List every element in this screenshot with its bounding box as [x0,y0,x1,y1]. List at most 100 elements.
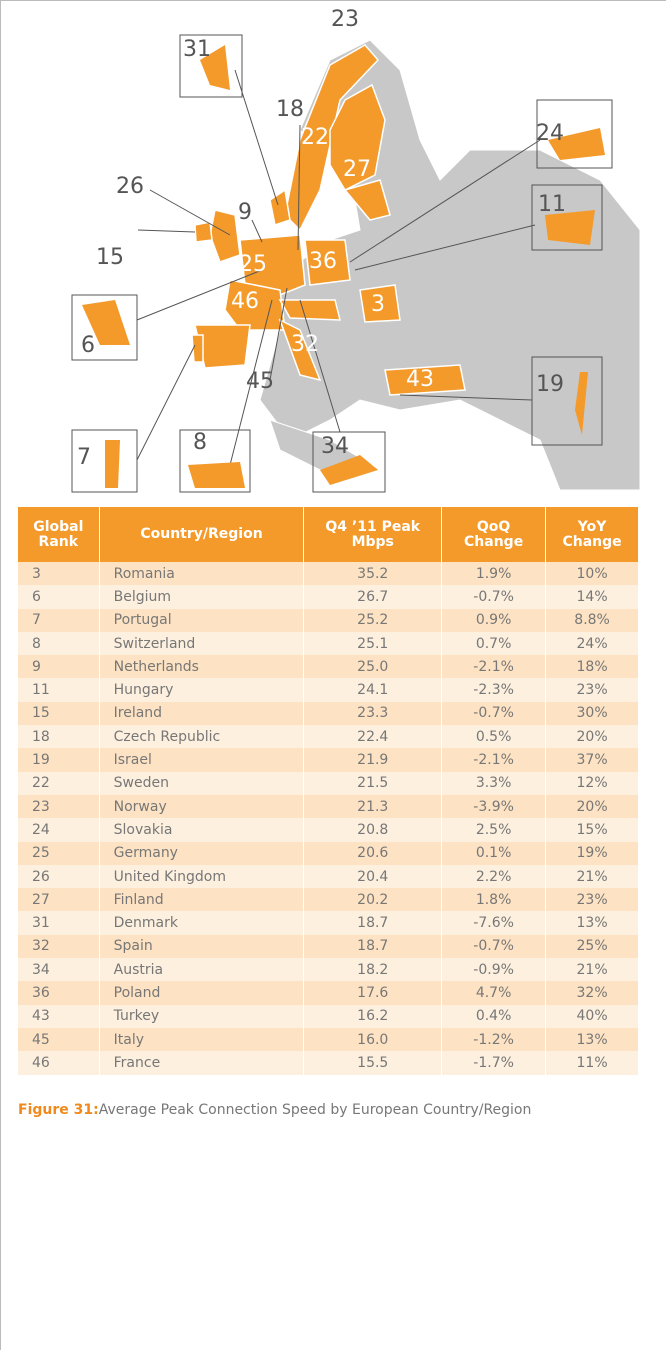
header-cell: YoY Change [545,507,638,562]
table-row: 46 France 15.5 -1.7% 11% [18,1051,638,1075]
table-cell: Italy [98,1027,304,1052]
table-row: 19 Israel 21.9 -2.1% 37% [18,748,638,772]
table-cell: Austria [98,958,304,982]
table-cell: 25.1 [303,631,442,656]
table-cell: 24.1 [303,678,442,702]
header-cell: Q4 ’11 Peak Mbps [303,507,442,562]
table-row: 34 Austria 18.2 -0.9% 21% [18,958,638,982]
table-cell: -0.7% [441,934,546,959]
table-cell: 20.6 [303,841,442,865]
table-row: 8 Switzerland 25.1 0.7% 24% [18,631,638,656]
table-cell: Finland [98,888,304,912]
table-cell: 27 [18,888,100,912]
table-cell: 0.7% [441,631,546,656]
table-cell: 31 [18,911,100,935]
table-cell: 15% [545,818,638,842]
map: 23 31 18 22 27 24 26 9 11 15 25 36 3 46 6 32 43 19 45 7 8 34 [71,7,641,493]
table-cell: 18.7 [303,911,442,935]
table-cell: 32 [18,934,100,959]
table-cell: -0.7% [441,585,546,609]
table-cell: 19% [545,841,638,865]
map-label: 22 [301,125,329,150]
table-cell: 18 [18,725,100,749]
table-cell: -2.1% [441,655,546,679]
map-label: 24 [536,121,564,146]
table-cell: 20.8 [303,818,442,842]
table-cell: United Kingdom [98,864,304,889]
table-cell: -0.7% [441,701,546,726]
table-cell: 13% [545,1027,638,1052]
table-cell: 11% [545,1051,638,1075]
table-cell: 24% [545,631,638,656]
table-cell: Belgium [98,585,304,609]
table-cell: -3.9% [441,794,546,819]
table-cell: Czech Republic [98,725,304,749]
table-cell: -2.3% [441,678,546,702]
table-cell: -2.1% [441,748,546,772]
map-label: 11 [538,192,566,217]
table-cell: 20% [545,725,638,749]
map-label: 36 [309,249,337,274]
map-label: 8 [193,430,207,455]
table-cell: 0.9% [441,608,546,632]
map-label: 15 [96,245,124,270]
map-label: 18 [276,97,304,122]
table-row: 36 Poland 17.6 4.7% 32% [18,981,638,1005]
table-row: 45 Italy 16.0 -1.2% 13% [18,1027,638,1052]
table-cell: 12% [545,771,638,795]
table-cell: 0.5% [441,725,546,749]
table-cell: 7 [18,608,100,632]
table-cell: 23 [18,794,100,819]
table-cell: 24 [18,818,100,842]
table-cell: 26 [18,864,100,889]
table-cell: Netherlands [98,655,304,679]
table-cell: 21.3 [303,794,442,819]
table-cell: Israel [98,748,304,772]
table-cell: 46 [18,1051,100,1075]
table-cell: 14% [545,585,638,609]
table-cell: 21.9 [303,748,442,772]
table-cell: 18.7 [303,934,442,959]
insets [71,34,613,493]
table-cell: 19 [18,748,100,772]
map-label: 31 [183,37,211,62]
table-cell: 4.7% [441,981,546,1005]
table-cell: Switzerland [98,631,304,656]
table-row: 32 Spain 18.7 -0.7% 25% [18,934,638,959]
table-cell: Slovakia [98,818,304,842]
map-label: 34 [321,434,349,459]
table-cell: 30% [545,701,638,726]
table-cell: Turkey [98,1004,304,1028]
table-row: 23 Norway 21.3 -3.9% 20% [18,794,638,819]
map-label: 3 [371,292,385,317]
map-label: 43 [406,367,434,392]
table-cell: Portugal [98,608,304,632]
table-cell: 20.2 [303,888,442,912]
table-cell: -1.2% [441,1027,546,1052]
map-label: 6 [81,333,95,358]
table-row: 9 Netherlands 25.0 -2.1% 18% [18,655,638,679]
table-row: 43 Turkey 16.2 0.4% 40% [18,1004,638,1028]
table-cell: 17.6 [303,981,442,1005]
table-cell: 43 [18,1004,100,1028]
table-row: 27 Finland 20.2 1.8% 23% [18,888,638,912]
table-cell: 36 [18,981,100,1005]
map-label: 19 [536,372,564,397]
table-cell: 35.2 [303,562,442,586]
table-cell: 21% [545,864,638,889]
table-row: 3 Romania 35.2 1.9% 10% [18,562,638,586]
table-cell: 2.5% [441,818,546,842]
table-cell: 3 [18,562,100,586]
table-cell: 16.0 [303,1027,442,1052]
table-cell: 25 [18,841,100,865]
table-row: 31 Denmark 18.7 -7.6% 13% [18,911,638,935]
table-row: 18 Czech Republic 22.4 0.5% 20% [18,725,638,749]
table-cell: 6 [18,585,100,609]
table-cell: Hungary [98,678,304,702]
table-cell: 21.5 [303,771,442,795]
table-cell: 8 [18,631,100,656]
table-cell: 23% [545,888,638,912]
map-labels: 23 31 18 22 27 24 26 9 11 15 25 36 3 46 6 32 43 19 45 7 8 34 [77,7,566,470]
table-cell: Denmark [98,911,304,935]
